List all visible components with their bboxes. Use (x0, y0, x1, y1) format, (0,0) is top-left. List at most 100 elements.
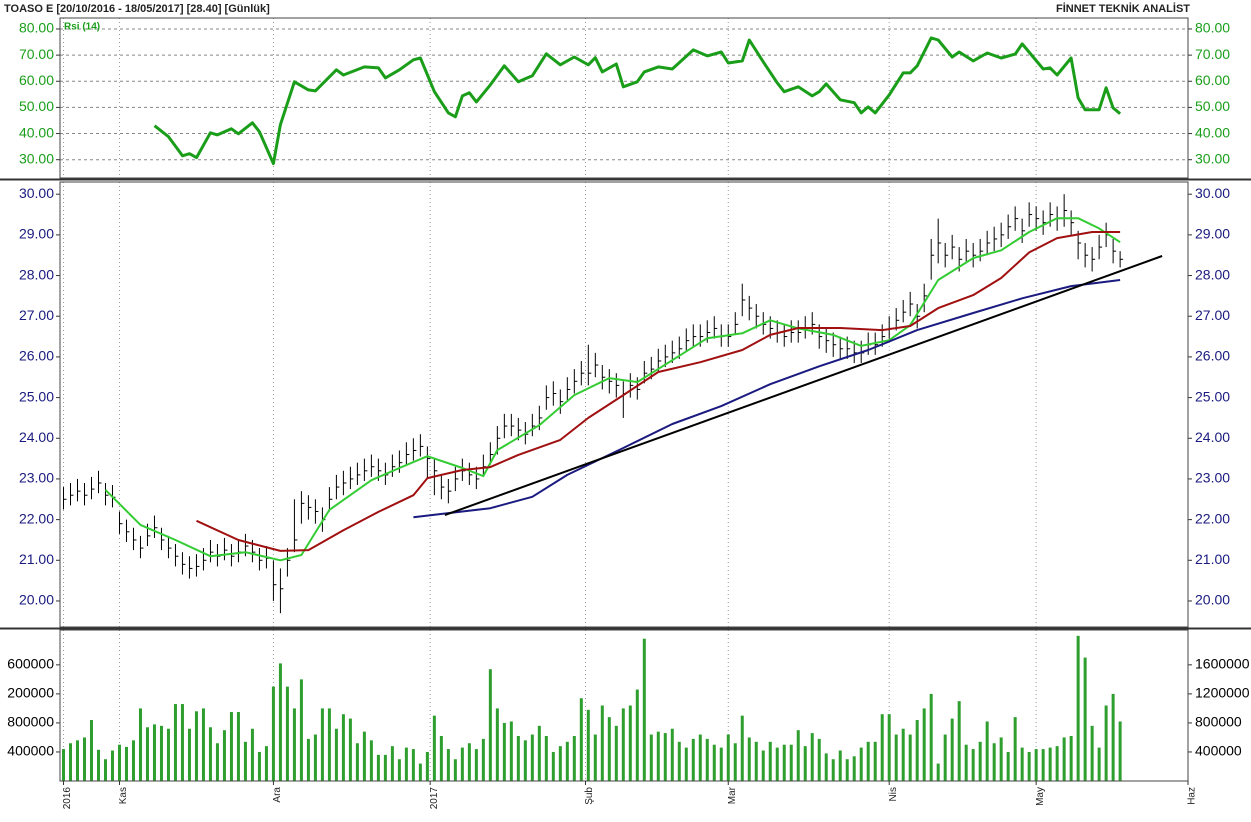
header-left: TOASO E [20/10/2016 - 18/05/2017] [28.40… (4, 3, 270, 15)
volume-bar (229, 712, 233, 781)
volume-bar (684, 747, 688, 781)
volume-bar (117, 744, 121, 781)
volume-bar (957, 701, 961, 781)
volume-bar (950, 718, 954, 781)
x-tick-label: Ara (272, 787, 283, 803)
volume-bar (642, 638, 646, 781)
y-tick-label-left: 21.00 (19, 551, 54, 567)
volume-bar (586, 709, 590, 781)
volume-bar (985, 721, 989, 781)
volume-bar (397, 759, 401, 781)
header-right: FİNNET TEKNİK ANALİST (1056, 2, 1190, 15)
volume-bar (873, 741, 877, 781)
volume-bar (817, 738, 821, 781)
volume-bar (1062, 737, 1066, 781)
volume-bar (579, 698, 583, 781)
volume-bar (1104, 705, 1108, 781)
volume-bar (103, 759, 107, 781)
volume-bar (75, 740, 79, 781)
volume-bar (1013, 717, 1017, 781)
volume-bar (285, 686, 289, 781)
y-tick-label-right: 1600000 (1195, 656, 1250, 672)
y-tick-label-right: 30.00 (1195, 150, 1230, 166)
volume-bar (922, 708, 926, 781)
volume-bar (1083, 657, 1087, 781)
volume-bar (390, 746, 394, 781)
volume-bar (138, 708, 142, 781)
volume-bar (124, 746, 128, 781)
volume-bar (173, 704, 177, 781)
y-tick-label-left: 40.00 (19, 124, 54, 140)
y-tick-label-left: 20.00 (19, 592, 54, 608)
volume-bar (348, 718, 352, 781)
volume-bar (740, 715, 744, 781)
volume-bar (663, 733, 667, 781)
y-tick-label-left: 800000 (7, 714, 54, 730)
volume-bar (61, 749, 65, 781)
volume-bar (677, 741, 681, 781)
volume-bar (852, 756, 856, 781)
volume-bar (523, 740, 527, 781)
volume-bar (845, 759, 849, 781)
volume-bar (481, 738, 485, 781)
x-tick-label: Mar (727, 786, 738, 804)
y-tick-label-left: 50.00 (19, 98, 54, 114)
volume-bar (159, 725, 163, 781)
y-tick-label-left: 28.00 (19, 266, 54, 282)
volume-bar (502, 722, 506, 781)
volume-bar (859, 747, 863, 781)
y-tick-label-right: 30.00 (1195, 185, 1230, 201)
y-tick-label-left: 400000 (7, 743, 54, 759)
volume-bar (810, 733, 814, 781)
volume-bar (670, 728, 674, 781)
volume-bar (355, 743, 359, 781)
volume-bar (880, 714, 884, 781)
volume-bar (964, 744, 968, 781)
volume-bar (250, 728, 254, 781)
volume-bar (439, 735, 443, 781)
volume-bar (712, 744, 716, 781)
volume-bar (537, 725, 541, 781)
y-tick-label-left: 26.00 (19, 348, 54, 364)
volume-bar (544, 735, 548, 781)
volume-bar (936, 763, 940, 781)
volume-bar (145, 727, 149, 781)
panel-frame (59, 17, 1189, 179)
volume-bar (992, 743, 996, 781)
volume-bar (866, 741, 870, 781)
y-tick-label-left: 70.00 (19, 46, 54, 62)
x-tick-label: Nis (888, 787, 899, 801)
volume-bar (68, 743, 72, 781)
y-tick-label-left: 29.00 (19, 226, 54, 242)
volume-bar (600, 705, 604, 781)
volume-bar (495, 708, 499, 781)
volume-bar (698, 734, 702, 781)
volume-bar (446, 749, 450, 781)
volume-bar (362, 731, 366, 781)
volume-bar (1006, 751, 1010, 781)
volume-bar (215, 743, 219, 781)
y-tick-label-left: 200000 (7, 685, 54, 701)
y-tick-label-left: 23.00 (19, 470, 54, 486)
volume-bar (649, 734, 653, 781)
volume-bar (278, 663, 282, 781)
x-tick-label: May (1035, 787, 1046, 806)
volume-bar (607, 717, 611, 781)
volume-bar (460, 747, 464, 781)
volume-bar (404, 747, 408, 781)
volume-bar (621, 708, 625, 781)
y-tick-label-right: 27.00 (1195, 307, 1230, 323)
volume-bar (572, 735, 576, 781)
volume-bar (1055, 746, 1059, 781)
volume-bar (558, 746, 562, 781)
x-tick-label: Haz (1187, 787, 1198, 805)
volume-bar (782, 744, 786, 781)
y-tick-label-right: 400000 (1195, 743, 1242, 759)
volume-bar (628, 705, 632, 781)
volume-bar (89, 720, 93, 781)
moving-average-line (413, 279, 1121, 519)
volume-bar (1111, 693, 1115, 781)
volume-bar (1069, 735, 1073, 781)
volume-bar (803, 746, 807, 781)
y-tick-label-right: 25.00 (1195, 388, 1230, 404)
